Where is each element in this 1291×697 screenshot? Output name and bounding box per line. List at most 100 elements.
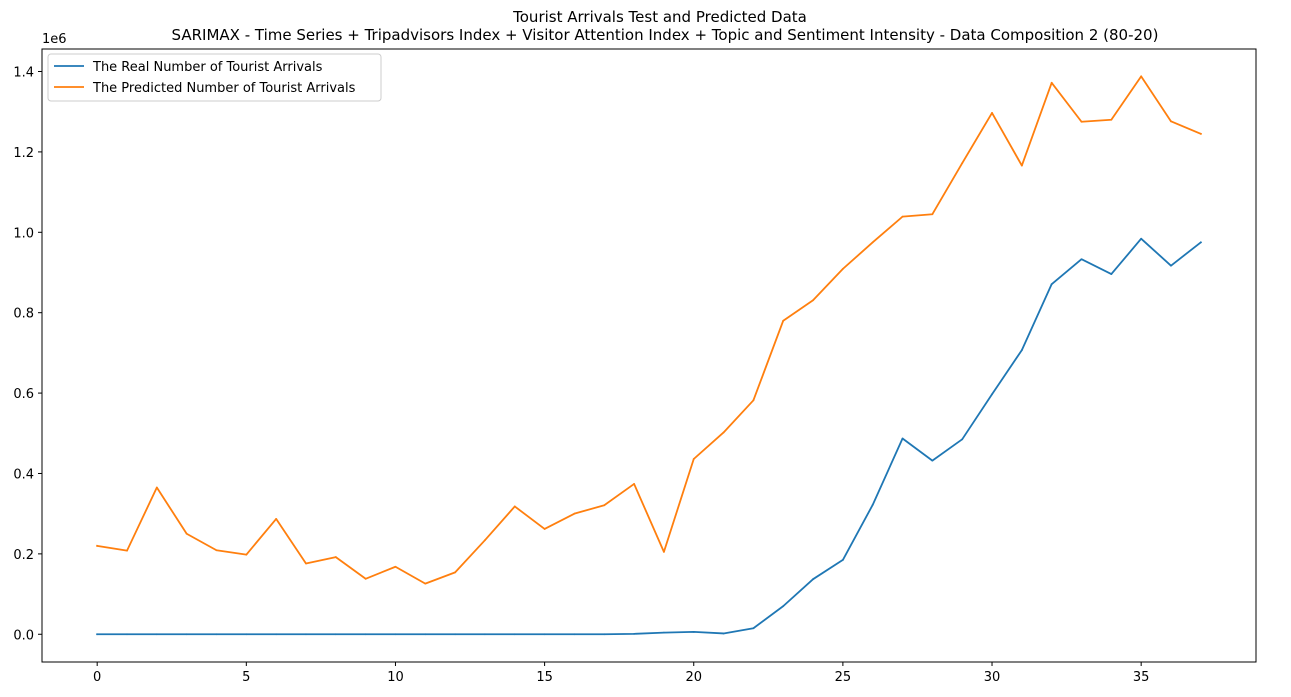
data-point-real [484,633,486,636]
data-point-real [841,559,844,561]
data-point-real [692,630,695,633]
data-point-predicted [722,431,725,434]
data-point-predicted [1080,120,1083,123]
data-point-real [215,633,218,636]
plot-area-frame [41,48,1257,663]
legend: The Real Number of Tourist Arrivals The … [47,53,382,102]
data-point-real [424,633,427,636]
data-point-predicted [812,299,814,302]
series-line-predicted [96,75,1202,585]
data-point-real [573,633,576,636]
y-tick-label: 0.2 [13,548,34,563]
data-point-real [334,633,337,636]
y-scale-label: 1e6 [42,32,67,47]
data-point-real [185,633,188,636]
data-point-predicted [245,553,248,556]
y-tick-label: 0.0 [13,628,34,643]
data-point-real [722,632,725,635]
data-point-predicted [961,162,964,165]
data-point-real [871,503,874,506]
data-point-real [394,633,397,636]
y-tick-label: 0.4 [13,467,34,482]
data-point-real [364,633,367,636]
data-point-predicted [513,505,516,508]
data-point-real [513,633,516,636]
data-point-real [1140,237,1143,240]
data-point-predicted [454,571,457,574]
data-point-predicted [1020,164,1023,167]
series-layer [96,75,1203,636]
data-point-predicted [1110,118,1113,121]
data-point-real [961,438,964,441]
data-point-predicted [424,582,427,585]
data-point-predicted [215,549,218,552]
data-point-predicted [275,517,278,520]
data-point-predicted [752,399,755,402]
data-point-real [1080,258,1083,261]
data-point-predicted [185,532,188,535]
data-point-predicted [901,215,904,218]
data-point-real [275,633,278,636]
data-point-real [782,605,785,608]
x-axis-ticks: 0 5 10 15 20 25 30 35 [93,662,1149,685]
chart-subtitle: SARIMAX - Time Series + Tripadvisors Ind… [172,26,1159,44]
data-point-real [245,633,248,636]
data-point-predicted [991,112,993,114]
y-tick-label: 1.2 [13,146,34,161]
data-point-real [1020,349,1023,351]
x-tick-label: 0 [93,670,101,685]
data-point-predicted [364,577,367,580]
data-point-predicted [334,556,337,558]
data-point-predicted [484,539,486,542]
legend-label-predicted: The Predicted Number of Tourist Arrivals [92,81,356,96]
data-point-predicted [96,544,99,547]
data-point-predicted [305,562,307,565]
data-point-predicted [155,486,158,489]
x-tick-label: 10 [387,670,404,685]
data-point-real [633,632,635,635]
y-tick-label: 0.6 [13,387,34,402]
data-point-predicted [394,565,397,568]
data-point-predicted [841,267,844,270]
data-point-real [543,633,546,636]
legend-label-real: The Real Number of Tourist Arrivals [92,60,323,75]
data-point-predicted [543,528,546,530]
data-point-real [603,633,606,636]
y-tick-label: 0.8 [13,307,34,322]
data-point-real [901,437,904,440]
legend-box [47,53,382,102]
y-axis-ticks: 0.0 0.2 0.4 0.6 0.8 1.0 1.2 1.4 [13,66,42,643]
data-point-predicted [1199,132,1202,135]
chart-title: Tourist Arrivals Test and Predicted Data [512,8,807,26]
data-point-predicted [603,504,606,507]
x-tick-label: 35 [1133,670,1150,685]
data-point-predicted [633,483,635,485]
data-point-real [931,459,934,462]
data-point-real [1199,241,1202,244]
data-point-predicted [1050,81,1053,84]
x-tick-label: 20 [685,670,702,685]
data-point-predicted [692,458,695,460]
data-point-real [454,633,457,636]
data-point-predicted [573,512,576,515]
x-tick-label: 25 [835,670,852,685]
data-point-real [96,633,99,636]
data-point-predicted [1170,120,1172,123]
data-point-real [812,578,814,581]
data-point-predicted [931,213,934,216]
data-point-predicted [1140,75,1143,78]
data-point-predicted [126,549,128,552]
data-point-real [991,393,993,396]
data-point-real [663,631,665,634]
data-point-real [126,633,128,636]
y-tick-label: 1.0 [13,226,34,241]
data-point-predicted [663,550,665,553]
x-tick-label: 15 [536,670,553,685]
y-tick-label: 1.4 [13,66,34,81]
data-point-real [305,633,307,636]
data-point-predicted [782,319,785,322]
data-point-predicted [871,241,874,244]
x-tick-label: 5 [242,670,250,685]
data-point-real [1110,273,1113,276]
